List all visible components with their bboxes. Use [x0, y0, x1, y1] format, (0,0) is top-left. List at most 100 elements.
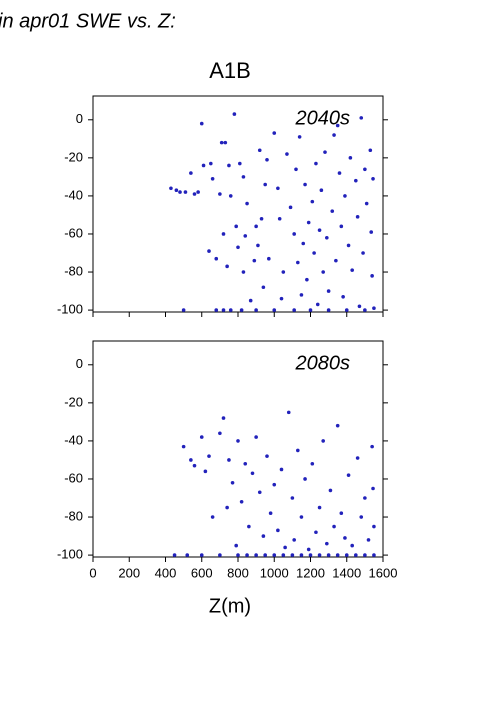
- point: [285, 152, 289, 156]
- point: [214, 308, 219, 312]
- point: [174, 188, 179, 193]
- point: [299, 553, 304, 557]
- point: [363, 167, 367, 172]
- point: [343, 536, 347, 540]
- point: [292, 232, 296, 236]
- point: [343, 194, 347, 198]
- point: [325, 235, 329, 240]
- point: [225, 505, 229, 510]
- point: [203, 469, 208, 474]
- point: [369, 230, 374, 234]
- point: [355, 456, 360, 460]
- point: [239, 308, 244, 312]
- point: [372, 524, 376, 529]
- point: [254, 224, 258, 229]
- point: [265, 454, 269, 458]
- point: [232, 112, 237, 116]
- point: [330, 209, 335, 213]
- point: [297, 135, 302, 139]
- point: [326, 289, 331, 293]
- x-axis-label: Z(m): [209, 595, 251, 617]
- point: [234, 543, 238, 548]
- point: [172, 553, 177, 557]
- point: [332, 524, 336, 529]
- point: [261, 534, 266, 538]
- point: [335, 123, 340, 128]
- point: [308, 308, 313, 312]
- x-tick-label: 800: [227, 565, 249, 580]
- point: [335, 553, 340, 557]
- point: [254, 435, 258, 439]
- y-tick-label: 0: [76, 356, 83, 371]
- x-tick-label: 0: [89, 565, 96, 580]
- point: [339, 511, 344, 516]
- point: [256, 243, 260, 248]
- point: [276, 528, 280, 533]
- point: [236, 245, 240, 250]
- point: [268, 511, 273, 516]
- point: [257, 490, 262, 495]
- point: [199, 435, 204, 439]
- point: [314, 161, 318, 166]
- point: [243, 461, 248, 466]
- annotation: 2040s: [295, 107, 351, 129]
- point: [308, 553, 313, 557]
- point: [241, 175, 246, 179]
- panel-title: A1B: [209, 58, 251, 83]
- point: [227, 458, 231, 462]
- point: [257, 148, 262, 153]
- point: [339, 224, 344, 229]
- point: [181, 444, 186, 449]
- point: [265, 157, 269, 162]
- point: [218, 553, 222, 557]
- point: [363, 496, 367, 500]
- point: [263, 182, 267, 187]
- point: [290, 553, 295, 557]
- point: [296, 448, 300, 453]
- point: [272, 131, 277, 135]
- y-tick-label: -100: [57, 302, 83, 317]
- point: [317, 228, 322, 232]
- point: [299, 293, 304, 297]
- point: [370, 274, 374, 278]
- point: [169, 186, 173, 191]
- point: [372, 306, 376, 310]
- point: [326, 553, 331, 557]
- point: [219, 140, 224, 145]
- point: [183, 190, 188, 194]
- point: [218, 192, 222, 196]
- y-tick-label: -80: [64, 508, 83, 523]
- point: [346, 473, 351, 477]
- point: [261, 285, 266, 290]
- x-tick-label: 1200: [296, 565, 325, 580]
- point: [355, 215, 360, 219]
- point: [263, 553, 267, 557]
- point: [227, 163, 231, 168]
- point: [247, 524, 251, 529]
- point: [350, 543, 354, 548]
- x-tick-label: 400: [155, 565, 177, 580]
- x-tick-label: 1400: [332, 565, 361, 580]
- point: [192, 463, 197, 468]
- point: [317, 505, 322, 510]
- point: [189, 171, 193, 175]
- point: [371, 176, 375, 181]
- point: [357, 304, 362, 309]
- point: [209, 161, 213, 166]
- point: [359, 515, 364, 519]
- point: [368, 148, 373, 153]
- point: [207, 454, 211, 458]
- point: [306, 220, 311, 225]
- point: [286, 410, 291, 415]
- point: [241, 270, 246, 274]
- point: [283, 545, 287, 550]
- y-tick-label: -80: [64, 263, 83, 278]
- point: [279, 467, 284, 472]
- point: [210, 176, 215, 181]
- point: [250, 471, 255, 476]
- point: [354, 553, 358, 557]
- point: [310, 199, 315, 204]
- point: [234, 224, 238, 229]
- y-tick-label: -20: [64, 394, 83, 409]
- point: [214, 256, 219, 261]
